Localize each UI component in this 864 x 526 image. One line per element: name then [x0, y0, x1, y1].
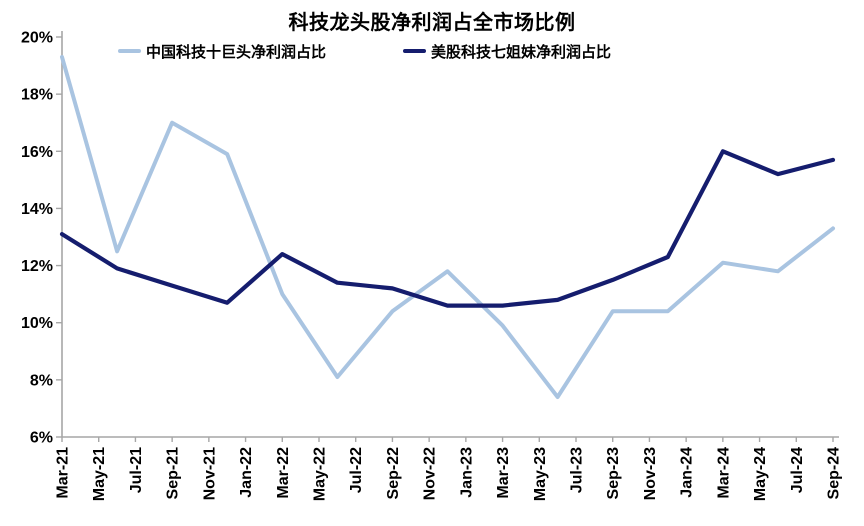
china-series-swatch-icon — [118, 49, 141, 53]
x-axis-tick-label: Sep-22 — [385, 447, 402, 500]
y-axis-tick-label: 16% — [21, 144, 53, 161]
y-axis-tick-label: 20% — [21, 30, 53, 47]
y-axis-tick-label: 8% — [30, 372, 53, 389]
x-axis-tick-label: Sep-21 — [165, 447, 182, 500]
x-axis-tick-label: Jan-22 — [238, 447, 255, 498]
x-axis-tick-label: Nov-21 — [201, 447, 218, 500]
legend-item-us: 美股科技七姐妹净利润占比 — [403, 42, 612, 61]
x-axis-tick-label: May-23 — [532, 447, 549, 501]
x-axis-tick-label: Jul-21 — [128, 447, 145, 493]
x-axis-tick-label: Sep-23 — [605, 447, 622, 500]
us-series-swatch-icon — [403, 49, 426, 53]
x-axis-tick-label: Nov-23 — [642, 447, 659, 500]
x-axis-tick-label: Jul-24 — [789, 447, 806, 493]
x-axis-tick-label: Mar-21 — [55, 447, 72, 499]
legend-label-china: 中国科技十巨头净利润占比 — [146, 43, 327, 61]
y-axis-tick-label: 6% — [30, 430, 53, 447]
x-axis-tick-label: Jul-22 — [348, 447, 365, 493]
y-axis-tick-label: 14% — [21, 201, 53, 218]
x-axis-tick-label: Jan-24 — [679, 447, 696, 498]
y-axis-tick-label: 12% — [21, 258, 53, 275]
legend-label-us: 美股科技七姐妹净利润占比 — [431, 43, 612, 61]
y-axis-tick-label: 18% — [21, 87, 53, 104]
legend-item-china: 中国科技十巨头净利润占比 — [118, 42, 327, 61]
y-axis-tick-label: 10% — [21, 315, 53, 332]
page-title: 科技龙头股净利润占全市场比例 — [288, 12, 576, 34]
x-axis-tick-label: Jul-23 — [569, 447, 586, 493]
x-axis-tick-label: Mar-22 — [275, 447, 292, 499]
x-axis-tick-label: May-24 — [752, 447, 769, 501]
x-axis-tick-label: Jan-23 — [458, 447, 475, 498]
x-axis-tick-label: Mar-23 — [495, 447, 512, 499]
x-axis-tick-label: Mar-24 — [715, 447, 732, 499]
series-line-china-top10 — [60, 55, 835, 399]
x-axis-tick-label: Nov-22 — [422, 447, 439, 500]
series-line-us-mag7 — [59, 149, 836, 308]
x-axis-tick-label: May-22 — [312, 447, 329, 501]
legend: 中国科技十巨头净利润占比 美股科技七姐妹净利润占比 — [0, 42, 864, 61]
x-axis-tick-label: Sep-24 — [826, 447, 843, 500]
x-axis-tick-label: May-21 — [91, 447, 108, 501]
